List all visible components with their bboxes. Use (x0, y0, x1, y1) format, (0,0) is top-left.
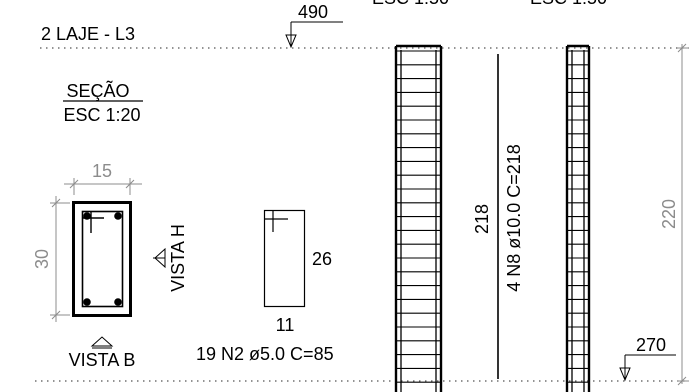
stirrup-height-text: 26 (312, 249, 332, 269)
view-b-label: VISTA B (69, 350, 136, 370)
section-outline (72, 201, 132, 317)
view-h-label: VISTA H (168, 224, 188, 292)
stirrup-width-text: 11 (276, 315, 295, 335)
bar-length-text: 218 (472, 204, 492, 234)
rebar-dot (114, 298, 122, 306)
height-dim-text: 30 (32, 249, 52, 269)
width-dimension: 15 (64, 161, 142, 195)
level-marker-490: 490 (285, 2, 343, 49)
section-title: SEÇÃO (66, 80, 129, 101)
section-stirrup (81, 210, 124, 308)
rebar-dot (83, 212, 91, 220)
stirrup-shape (263, 209, 306, 308)
level-marker-270: 270 (619, 335, 676, 382)
bar-spec-text: 4 N8 ø10.0 C=218 (504, 144, 524, 292)
width-dim-text: 15 (92, 161, 112, 181)
view-b-marker: VISTA B (69, 336, 136, 370)
view-h-marker: VISTA H (153, 224, 188, 292)
height-dimension-220: 220 (659, 43, 689, 386)
level-490-text: 490 (298, 2, 328, 22)
stirrup-detail: 26 11 19 N2 ø5.0 C=85 (196, 209, 334, 364)
column-elevation-left (394, 44, 443, 392)
total-height-text: 220 (659, 199, 679, 229)
top-scale-label-left: ESC 1:50 (372, 0, 449, 8)
column-cross-section (72, 201, 132, 317)
rebar-dot (114, 212, 122, 220)
level-270-text: 270 (636, 335, 666, 355)
top-scale-label-right: ESC 1:50 (530, 0, 607, 8)
section-scale: ESC 1:20 (63, 105, 140, 125)
column-elevation-right (565, 44, 591, 392)
level-label: 2 LAJE - L3 (41, 24, 135, 44)
rebar-dot (83, 298, 91, 306)
height-dimension: 30 (32, 196, 70, 322)
stirrup-spec: 19 N2 ø5.0 C=85 (196, 344, 334, 364)
